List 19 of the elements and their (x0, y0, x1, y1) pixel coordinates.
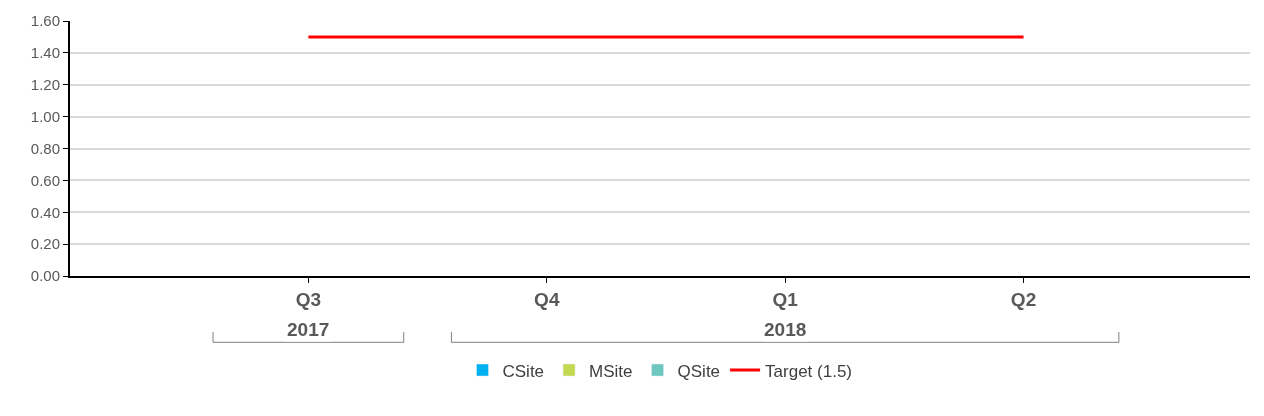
text: 2017 (287, 319, 330, 340)
y-tick-label: 0.20 (30, 235, 60, 253)
x-tick-label: Q3 (295, 288, 322, 310)
y-tick-label: 0.60 (30, 171, 60, 189)
y-tick-label: 1.00 (30, 107, 60, 125)
y-tick-label: 0.80 (30, 139, 60, 157)
y-tick-label: 1.60 (30, 12, 60, 30)
y-tick-label: 1.20 (30, 76, 60, 93)
legend-label: CSite (502, 361, 545, 381)
x-tick-label: Q4 (534, 288, 560, 310)
x-tick-label: Q2 (1010, 288, 1037, 310)
x-tick-label: Q1 (772, 288, 799, 310)
legend-label: MSite (589, 361, 633, 381)
legend-label: Target (1.5) (765, 361, 853, 381)
legend-label: QSite (677, 361, 721, 381)
y-tick-label: 1.40 (30, 44, 60, 62)
text: 2018 (764, 319, 807, 340)
y-tick-label: 0.00 (30, 267, 60, 285)
y-tick-label: 0.40 (30, 203, 60, 221)
